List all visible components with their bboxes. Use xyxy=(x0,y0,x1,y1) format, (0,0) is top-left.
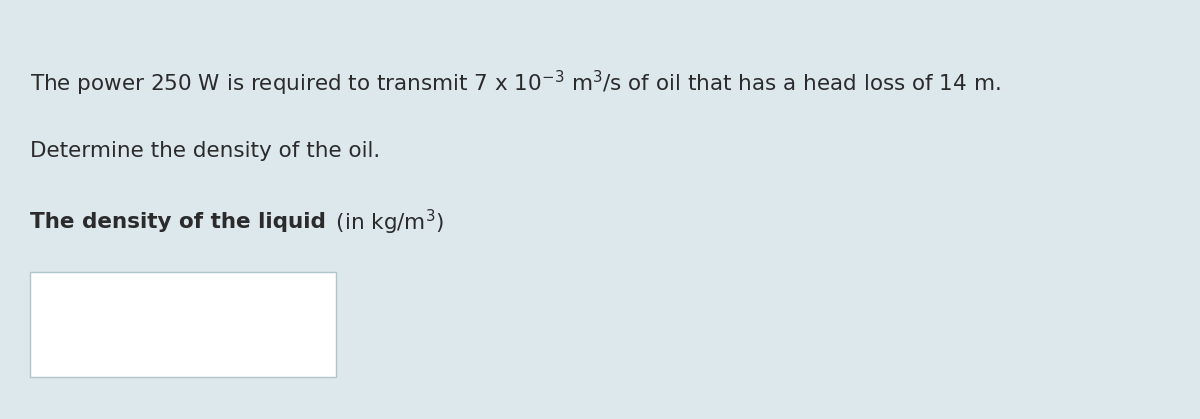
Text: Determine the density of the oil.: Determine the density of the oil. xyxy=(30,141,380,161)
Text: The density of the liquid: The density of the liquid xyxy=(30,212,326,232)
FancyBboxPatch shape xyxy=(30,272,336,377)
Text: (in kg/m$^{3}$): (in kg/m$^{3}$) xyxy=(330,207,444,237)
Text: The power 250 W is required to transmit 7 x 10$^{-3}$ m$^{3}$/s of oil that has : The power 250 W is required to transmit … xyxy=(30,69,1001,98)
